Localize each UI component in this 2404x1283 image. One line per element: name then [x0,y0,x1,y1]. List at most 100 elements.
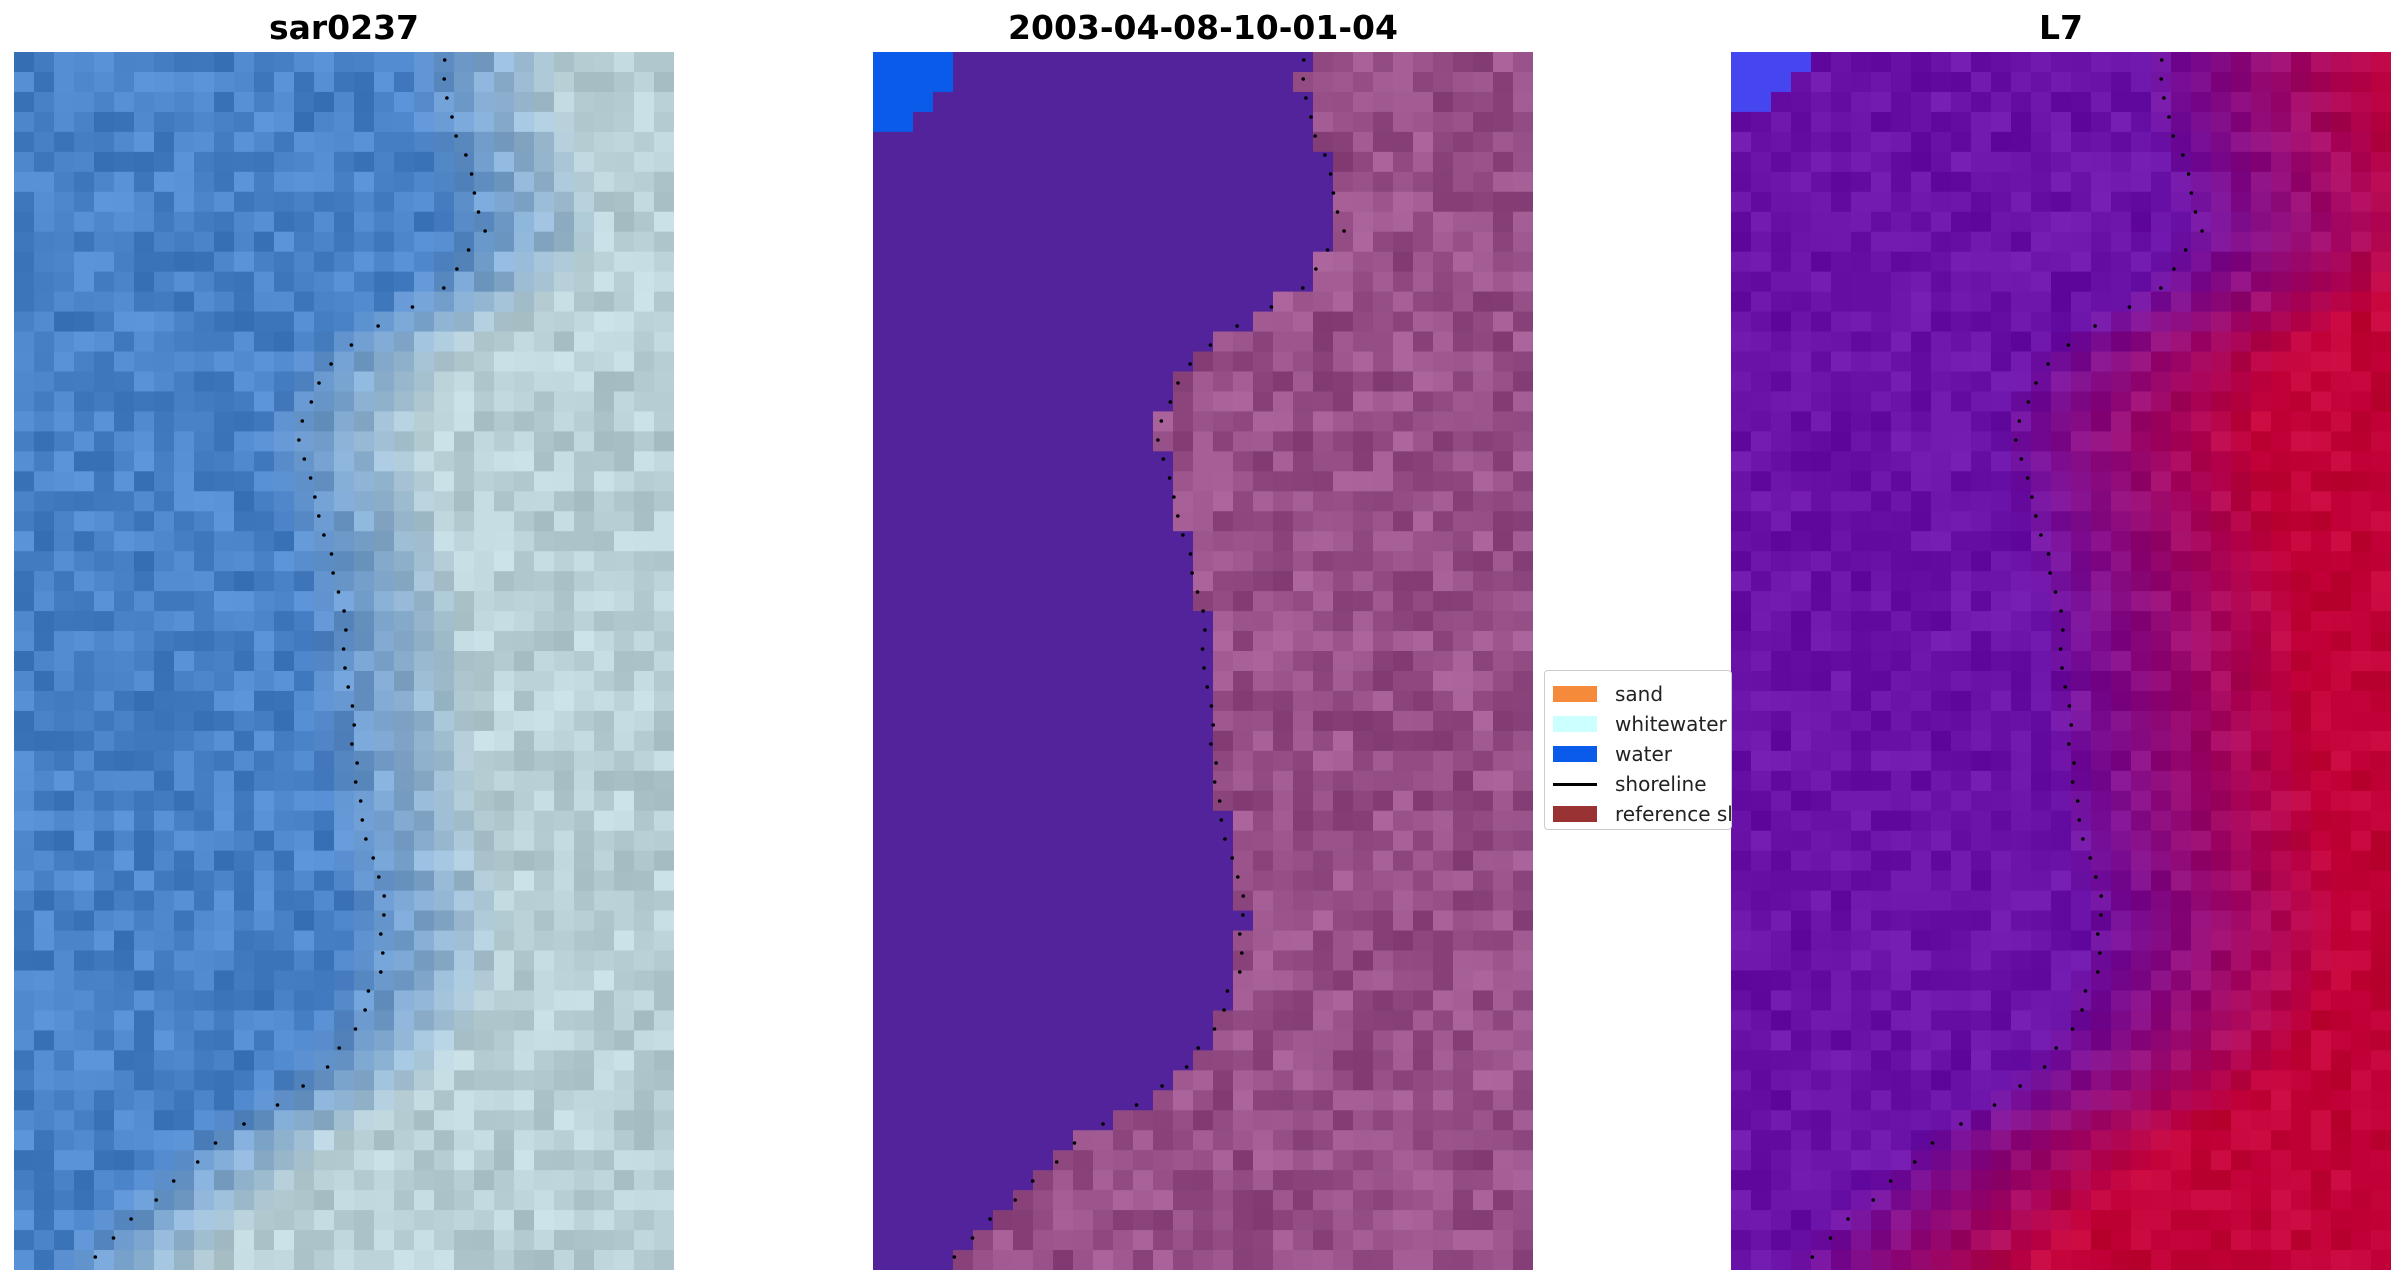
rgb-pixel [194,1190,215,1211]
index-pixel [2371,511,2391,532]
classified-pixel [1133,131,1154,153]
index-pixel [1791,52,1812,73]
rgb-pixel [374,71,395,93]
classified-pixel [1253,571,1274,592]
rgb-pixel [514,171,535,193]
classified-pixel [1513,1170,1533,1191]
classified-pixel [1493,651,1514,672]
classified-pixel [1473,1130,1494,1151]
index-pixel [1991,391,2012,413]
classified-pixel [1193,251,1214,273]
rgb-pixel [574,151,595,173]
index-pixel [1751,71,1772,93]
classified-pixel [1133,191,1154,213]
classified-pixel [1433,91,1454,113]
index-pixel [2291,491,2312,512]
rgb-pixel [334,611,355,632]
rgb-pixel [454,710,475,732]
index-pixel [2151,311,2172,333]
index-pixel [1931,131,1952,153]
classified-pixel [1413,1150,1434,1171]
classified-pixel [1233,471,1254,492]
classified-pixel [1173,411,1194,432]
classified-pixel [1453,52,1474,73]
index-pixel [2311,91,2332,113]
rgb-pixel [294,311,315,333]
rgb-pixel [34,571,55,592]
classified-pixel [1113,651,1134,672]
index-pixel [1931,451,1952,472]
rgb-pixel [594,990,615,1012]
classified-pixel [933,351,954,373]
rgb-pixel [374,411,395,432]
rgb-pixel [394,770,415,792]
classified-pixel [1053,491,1074,512]
classified-pixel [1193,790,1214,812]
classified-pixel [1073,71,1094,93]
rgb-pixel [154,910,175,932]
rgb-pixel [34,451,55,472]
classified-pixel [1373,1150,1394,1171]
index-pixel [2251,331,2272,353]
rgb-pixel [594,191,615,213]
rgb-pixel [174,191,195,213]
classified-pixel [1473,351,1494,373]
index-pixel [1931,471,1952,492]
rgb-pixel [54,631,75,652]
rgb-pixel [554,171,575,193]
rgb-pixel [634,710,655,732]
rgb-pixel [374,930,395,952]
rgb-pixel [594,950,615,972]
rgb-pixel [634,451,655,472]
classified-pixel [973,271,994,293]
rgb-pixel [34,251,55,273]
classified-pixel [1173,1050,1194,1071]
classified-pixel [873,131,894,153]
classified-shoreline-point [1181,533,1185,537]
classified-pixel [1393,231,1414,253]
classified-pixel [1373,830,1394,852]
classified-pixel [1173,311,1194,333]
classified-pixel [1233,1150,1254,1171]
rgb-pixel [434,471,455,492]
index-pixel [1751,191,1772,213]
classified-pixel [1353,710,1374,732]
rgb-pixel [454,1170,475,1191]
rgb-shoreline-point [346,685,351,689]
classified-pixel [1113,151,1134,173]
index-pixel [2271,311,2292,333]
classified-pixel [1093,1090,1114,1111]
rgb-pixel [654,431,674,452]
index-pixel [1891,351,1912,373]
rgb-pixel [34,271,55,293]
rgb-pixel [114,1090,135,1111]
classified-pixel [1153,511,1174,532]
classified-pixel [1253,770,1274,792]
classified-pixel [1393,451,1414,472]
index-pixel [1851,311,1872,333]
classified-pixel [993,930,1014,952]
rgb-pixel [394,431,415,452]
classified-pixel [1413,311,1434,333]
rgb-pixel [574,71,595,93]
index-pixel [2031,231,2052,253]
index-pixel [1911,551,1932,572]
classified-pixel [1413,471,1434,492]
rgb-pixel [354,631,375,652]
classified-pixel [1513,1150,1533,1171]
classified-pixel [1113,71,1134,93]
rgb-pixel [514,571,535,592]
index-pixel [2251,411,2272,432]
index-pixel [2171,52,2192,73]
index-pixel [2151,411,2172,432]
index-pixel [1791,471,1812,492]
classified-pixel [1073,1090,1094,1111]
rgb-shoreline-point [111,1236,116,1240]
classified-pixel [933,331,954,353]
rgb-pixel [394,1050,415,1071]
rgb-pixel [554,431,575,452]
classified-pixel [1273,790,1294,812]
classified-pixel [1193,371,1214,393]
rgb-pixel [114,1010,135,1031]
index-pixel [2091,131,2112,153]
